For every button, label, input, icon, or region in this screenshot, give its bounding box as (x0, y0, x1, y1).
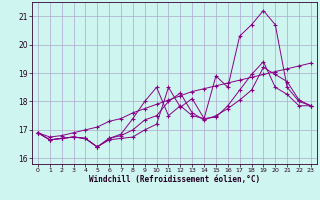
X-axis label: Windchill (Refroidissement éolien,°C): Windchill (Refroidissement éolien,°C) (89, 175, 260, 184)
